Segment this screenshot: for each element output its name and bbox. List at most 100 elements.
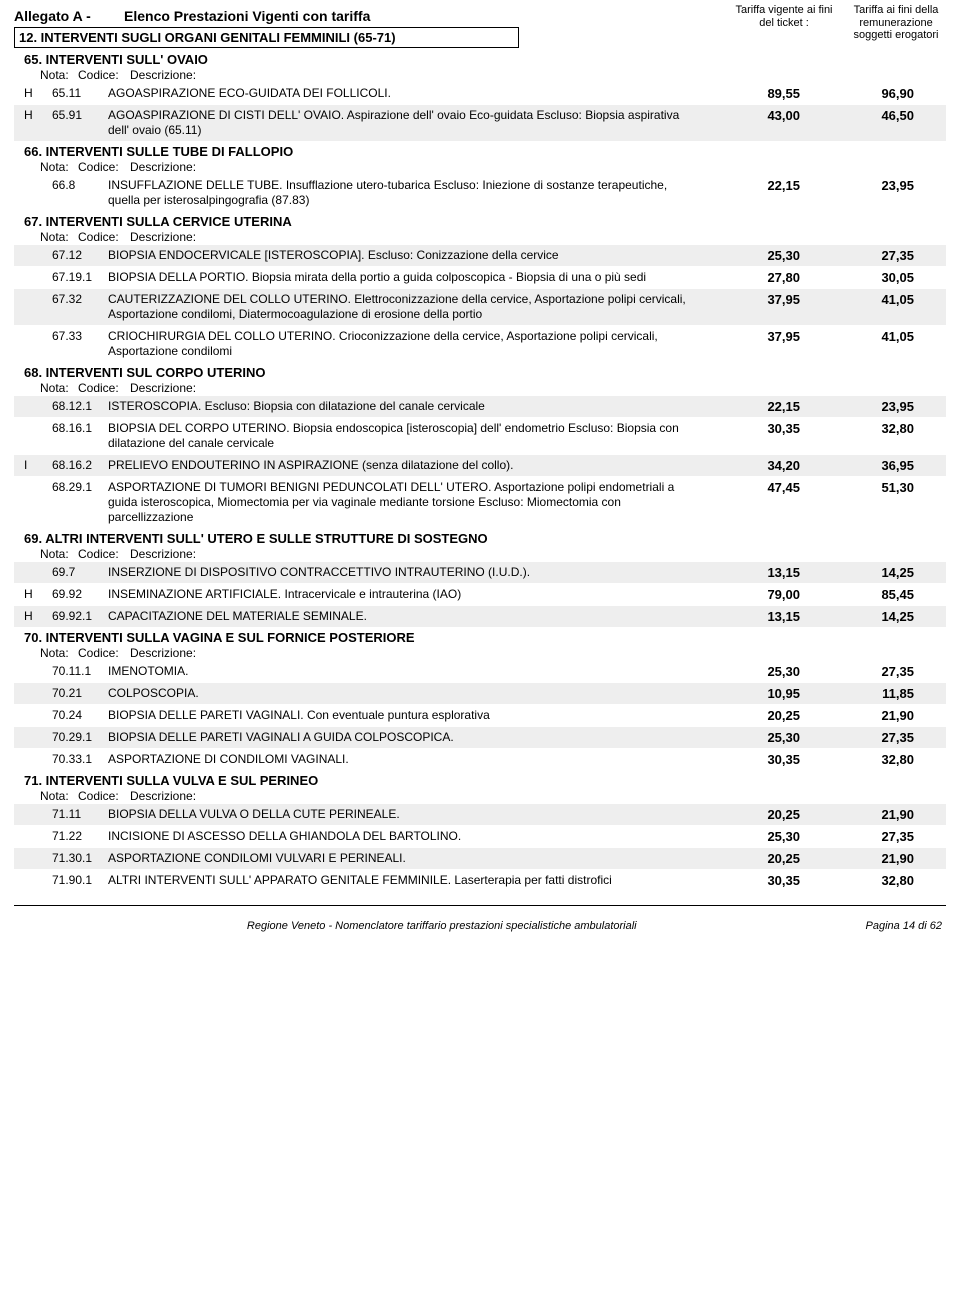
- table-row: 69.7INSERZIONE DI DISPOSITIVO CONTRACCET…: [14, 562, 946, 583]
- hdr-descrizione: Descrizione:: [130, 230, 196, 244]
- cell-price-ticket: 25,30: [718, 664, 818, 679]
- cell-desc: BIOPSIA DELLE PARETI VAGINALI A GUIDA CO…: [108, 730, 718, 745]
- cell-desc: INCISIONE DI ASCESSO DELLA GHIANDOLA DEL…: [108, 829, 718, 844]
- cell-price-ticket: 22,15: [718, 178, 818, 193]
- cell-code: 67.32: [52, 292, 108, 306]
- hdr-nota: Nota:: [40, 646, 78, 660]
- cell-price-remun: 96,90: [818, 86, 918, 101]
- tariff-column-headers: Tariffa vigente ai fini del ticket : Tar…: [734, 4, 946, 42]
- cell-desc: INSERZIONE DI DISPOSITIVO CONTRACCETTIVO…: [108, 565, 718, 580]
- table-row: H69.92INSEMINAZIONE ARTIFICIALE. Intrace…: [14, 584, 946, 605]
- table-row: 70.24BIOPSIA DELLE PARETI VAGINALI. Con …: [14, 705, 946, 726]
- allegato-label: Allegato A -: [14, 8, 124, 24]
- table-row: 67.33CRIOCHIRURGIA DEL COLLO UTERINO. Cr…: [14, 326, 946, 362]
- cell-price-remun: 21,90: [818, 708, 918, 723]
- table-row: H65.91AGOASPIRAZIONE DI CISTI DELL' OVAI…: [14, 105, 946, 141]
- cell-price-ticket: 10,95: [718, 686, 818, 701]
- hdr-descrizione: Descrizione:: [130, 381, 196, 395]
- cell-desc: ASPORTAZIONE DI TUMORI BENIGNI PEDUNCOLA…: [108, 480, 718, 525]
- hdr-codice: Codice:: [78, 68, 130, 82]
- cell-price-remun: 23,95: [818, 399, 918, 414]
- cell-desc: CAPACITAZIONE DEL MATERIALE SEMINALE.: [108, 609, 718, 624]
- table-row: 67.32CAUTERIZZAZIONE DEL COLLO UTERINO. …: [14, 289, 946, 325]
- cell-code: 70.11.1: [52, 664, 108, 678]
- cell-price-remun: 36,95: [818, 458, 918, 473]
- cell-nota: H: [18, 587, 52, 601]
- cell-code: 65.91: [52, 108, 108, 122]
- cell-code: 71.90.1: [52, 873, 108, 887]
- cell-code: 68.29.1: [52, 480, 108, 494]
- cell-price-remun: 27,35: [818, 829, 918, 844]
- cell-price-remun: 41,05: [818, 329, 918, 344]
- cell-price-ticket: 30,35: [718, 752, 818, 767]
- col-remunerazione: Tariffa ai fini della remunerazione sogg…: [846, 4, 946, 42]
- cell-code: 71.11: [52, 807, 108, 821]
- cell-nota: I: [18, 458, 52, 472]
- hdr-codice: Codice:: [78, 789, 130, 803]
- section-title: 67. INTERVENTI SULLA CERVICE UTERINA: [24, 214, 946, 229]
- cell-code: 70.29.1: [52, 730, 108, 744]
- cell-desc: ASPORTAZIONE DI CONDILOMI VAGINALI.: [108, 752, 718, 767]
- cell-desc: BIOPSIA DELLE PARETI VAGINALI. Con event…: [108, 708, 718, 723]
- cell-desc: PRELIEVO ENDOUTERINO IN ASPIRAZIONE (sen…: [108, 458, 718, 473]
- cell-desc: INSEMINAZIONE ARTIFICIALE. Intracervical…: [108, 587, 718, 602]
- cell-price-remun: 11,85: [818, 686, 918, 701]
- column-header-row: Nota:Codice:Descrizione:: [40, 646, 946, 660]
- column-header-row: Nota:Codice:Descrizione:: [40, 68, 946, 82]
- section-title: 69. ALTRI INTERVENTI SULL' UTERO E SULLE…: [24, 531, 946, 546]
- table-row: 68.12.1ISTEROSCOPIA. Escluso: Biopsia co…: [14, 396, 946, 417]
- cell-desc: AGOASPIRAZIONE ECO-GUIDATA DEI FOLLICOLI…: [108, 86, 718, 101]
- cell-desc: COLPOSCOPIA.: [108, 686, 718, 701]
- cell-desc: INSUFFLAZIONE DELLE TUBE. Insufflazione …: [108, 178, 718, 208]
- footer-text: Regione Veneto - Nomenclatore tariffario…: [247, 920, 637, 932]
- cell-price-remun: 51,30: [818, 480, 918, 495]
- column-header-row: Nota:Codice:Descrizione:: [40, 547, 946, 561]
- table-row: 67.12BIOPSIA ENDOCERVICALE [ISTEROSCOPIA…: [14, 245, 946, 266]
- table-row: 70.11.1IMENOTOMIA.25,3027,35: [14, 661, 946, 682]
- cell-price-remun: 32,80: [818, 873, 918, 888]
- table-row: 71.11BIOPSIA DELLA VULVA O DELLA CUTE PE…: [14, 804, 946, 825]
- hdr-codice: Codice:: [78, 160, 130, 174]
- elenco-title: Elenco Prestazioni Vigenti con tariffa: [124, 8, 370, 24]
- hdr-nota: Nota:: [40, 68, 78, 82]
- cell-price-remun: 85,45: [818, 587, 918, 602]
- cell-price-ticket: 13,15: [718, 609, 818, 624]
- cell-price-remun: 27,35: [818, 248, 918, 263]
- cell-price-ticket: 25,30: [718, 248, 818, 263]
- cell-code: 68.16.1: [52, 421, 108, 435]
- cell-code: 71.30.1: [52, 851, 108, 865]
- cell-code: 67.33: [52, 329, 108, 343]
- hdr-nota: Nota:: [40, 230, 78, 244]
- category-title: 12. INTERVENTI SUGLI ORGANI GENITALI FEM…: [14, 27, 519, 48]
- cell-price-ticket: 34,20: [718, 458, 818, 473]
- hdr-descrizione: Descrizione:: [130, 646, 196, 660]
- column-header-row: Nota:Codice:Descrizione:: [40, 789, 946, 803]
- cell-price-remun: 21,90: [818, 807, 918, 822]
- cell-code: 67.12: [52, 248, 108, 262]
- cell-price-ticket: 37,95: [718, 292, 818, 307]
- table-row: 70.33.1ASPORTAZIONE DI CONDILOMI VAGINAL…: [14, 749, 946, 770]
- section-title: 71. INTERVENTI SULLA VULVA E SUL PERINEO: [24, 773, 946, 788]
- table-row: I68.16.2PRELIEVO ENDOUTERINO IN ASPIRAZI…: [14, 455, 946, 476]
- cell-price-ticket: 20,25: [718, 807, 818, 822]
- cell-code: 70.24: [52, 708, 108, 722]
- table-row: 70.29.1BIOPSIA DELLE PARETI VAGINALI A G…: [14, 727, 946, 748]
- table-row: 67.19.1BIOPSIA DELLA PORTIO. Biopsia mir…: [14, 267, 946, 288]
- cell-nota: H: [18, 86, 52, 100]
- cell-price-ticket: 79,00: [718, 587, 818, 602]
- cell-desc: BIOPSIA DELLA PORTIO. Biopsia mirata del…: [108, 270, 718, 285]
- column-header-row: Nota:Codice:Descrizione:: [40, 160, 946, 174]
- cell-desc: IMENOTOMIA.: [108, 664, 718, 679]
- content-area: 65. INTERVENTI SULL' OVAIONota:Codice:De…: [14, 52, 946, 891]
- hdr-codice: Codice:: [78, 646, 130, 660]
- cell-code: 68.16.2: [52, 458, 108, 472]
- cell-price-ticket: 20,25: [718, 851, 818, 866]
- table-row: 68.29.1ASPORTAZIONE DI TUMORI BENIGNI PE…: [14, 477, 946, 528]
- cell-code: 66.8: [52, 178, 108, 192]
- cell-price-ticket: 20,25: [718, 708, 818, 723]
- cell-price-remun: 21,90: [818, 851, 918, 866]
- hdr-codice: Codice:: [78, 230, 130, 244]
- table-row: H69.92.1CAPACITAZIONE DEL MATERIALE SEMI…: [14, 606, 946, 627]
- hdr-nota: Nota:: [40, 160, 78, 174]
- cell-price-remun: 32,80: [818, 752, 918, 767]
